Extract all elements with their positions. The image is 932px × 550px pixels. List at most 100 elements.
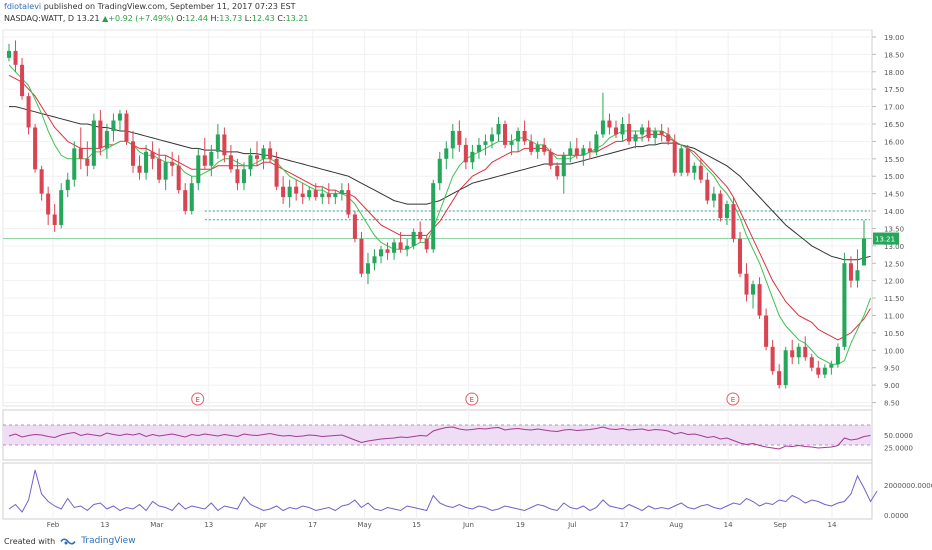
candle-down bbox=[685, 148, 690, 173]
candle-up bbox=[783, 350, 788, 386]
candle-down bbox=[281, 186, 286, 198]
high-label: H: bbox=[210, 14, 220, 23]
candle-up bbox=[835, 346, 840, 365]
candle-down bbox=[228, 155, 233, 170]
earnings-marker-label: E bbox=[196, 396, 200, 404]
candle-up bbox=[320, 193, 325, 198]
candle-up bbox=[496, 124, 501, 135]
price-tick-label: 11.50 bbox=[884, 295, 904, 303]
price-tick-label: 14.00 bbox=[884, 208, 904, 216]
candle-up bbox=[594, 134, 599, 152]
candle-down bbox=[503, 124, 508, 145]
candle-up bbox=[437, 158, 442, 184]
price-tick-label: 10.50 bbox=[884, 330, 904, 338]
candle-up bbox=[822, 367, 827, 375]
volume-tick-label: 2000000.0000 bbox=[884, 482, 932, 490]
candle-down bbox=[659, 130, 664, 135]
candle-down bbox=[39, 169, 44, 194]
candle-down bbox=[757, 284, 762, 316]
candle-down bbox=[385, 249, 390, 253]
candle-up bbox=[842, 263, 847, 347]
close-label: C: bbox=[277, 14, 286, 23]
candle-down bbox=[157, 158, 162, 180]
candle-up bbox=[104, 130, 109, 149]
earnings-marker-icon bbox=[465, 392, 479, 406]
price-tick-label: 13.50 bbox=[884, 225, 904, 233]
symbol-label: NASDAQ:WATT, D bbox=[4, 14, 75, 23]
time-tick-label: Jun bbox=[462, 521, 474, 529]
low-label: L: bbox=[244, 14, 252, 23]
candle-up bbox=[751, 284, 756, 295]
candle-down bbox=[78, 148, 83, 159]
candle-up bbox=[215, 134, 220, 152]
candle-up bbox=[861, 238, 867, 266]
candle-up bbox=[568, 148, 573, 156]
candle-down bbox=[346, 190, 351, 215]
time-tick-label: 13 bbox=[100, 521, 109, 529]
candle-up bbox=[6, 50, 12, 58]
price-tick-label: 14.50 bbox=[884, 191, 904, 199]
candle-up bbox=[855, 270, 860, 281]
volume-pane bbox=[2, 462, 873, 520]
candle-down bbox=[13, 50, 18, 65]
candle-down bbox=[52, 214, 57, 225]
candle-up bbox=[189, 183, 194, 212]
time-tick-label: Mar bbox=[150, 521, 163, 529]
candle-down bbox=[33, 127, 38, 170]
time-tick-label: May bbox=[357, 521, 371, 529]
candle-up bbox=[248, 155, 253, 170]
candle-down bbox=[254, 155, 260, 159]
candle-up bbox=[117, 113, 122, 121]
candle-up bbox=[679, 148, 684, 173]
time-tick-label: 14 bbox=[724, 521, 733, 529]
candle-up bbox=[470, 151, 475, 163]
candle-up bbox=[307, 190, 312, 198]
rsi-tick-label: 50.0000 bbox=[884, 432, 913, 440]
high-value: 13.73 bbox=[219, 14, 243, 23]
candle-down bbox=[698, 165, 703, 180]
candle-up bbox=[333, 193, 338, 198]
candle-down bbox=[548, 151, 553, 166]
candle-up bbox=[261, 148, 266, 159]
candle-up bbox=[65, 179, 70, 191]
volume-line bbox=[8, 469, 878, 513]
candle-up bbox=[600, 120, 605, 135]
time-tick-label: 19 bbox=[516, 521, 525, 529]
earnings-marker-label: E bbox=[731, 396, 735, 404]
candle-up bbox=[620, 124, 625, 135]
candle-up bbox=[209, 151, 214, 166]
candle-down bbox=[613, 127, 619, 135]
earnings-marker-icon bbox=[191, 392, 205, 406]
candle-up bbox=[365, 263, 370, 274]
candle-down bbox=[26, 96, 31, 128]
candle-down bbox=[574, 148, 579, 156]
time-tick-label: Sep bbox=[773, 521, 787, 529]
up-arrow-icon: ▲ bbox=[102, 14, 109, 23]
candle-up bbox=[476, 144, 481, 152]
candle-down bbox=[130, 141, 136, 166]
candle-down bbox=[398, 242, 403, 250]
footer: Created with TradingView bbox=[4, 536, 136, 546]
candle-down bbox=[555, 165, 560, 177]
candle-up bbox=[196, 155, 201, 184]
price-tick-label: 12.00 bbox=[884, 278, 904, 286]
price-tick-label: 18.00 bbox=[884, 69, 904, 77]
author-link[interactable]: fdiotalevi bbox=[4, 2, 42, 11]
earnings-marker-icon bbox=[726, 392, 740, 406]
earnings-marker-label: E bbox=[470, 396, 474, 404]
candle-up bbox=[724, 204, 729, 218]
candle-down bbox=[300, 193, 305, 198]
price-tick-label: 11.00 bbox=[884, 312, 904, 320]
candle-down bbox=[744, 273, 749, 295]
open-value: 12.44 bbox=[185, 14, 208, 23]
candle-down bbox=[98, 120, 103, 149]
volume-tick-label: 0.0000 bbox=[884, 512, 909, 520]
tradingview-link[interactable]: TradingView bbox=[81, 536, 136, 546]
candle-down bbox=[646, 127, 651, 138]
time-tick-label: 13 bbox=[204, 521, 213, 529]
candle-down bbox=[764, 315, 769, 347]
price-tick-label: 12.50 bbox=[884, 260, 904, 268]
candle-up bbox=[144, 151, 149, 173]
candle-up bbox=[372, 256, 377, 264]
